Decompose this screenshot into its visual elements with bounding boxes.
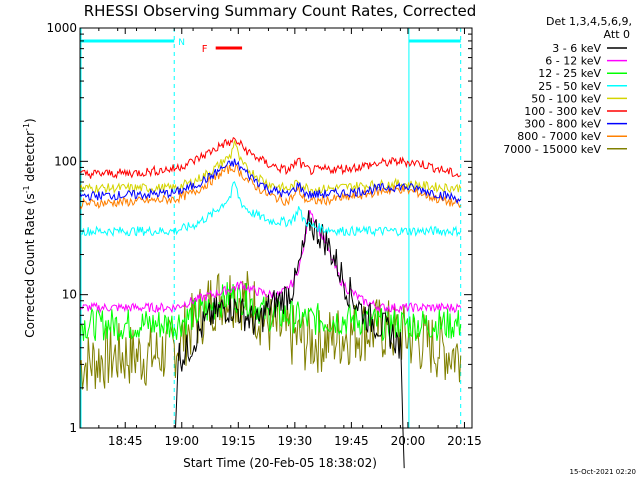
y-axis-label-sup2: -1: [22, 123, 31, 131]
legend-label-3: 25 - 50 keV: [538, 80, 601, 93]
x-tick-label-6: 20:15: [447, 434, 482, 448]
y-tick-label-0: 1: [69, 421, 77, 435]
night-label: N: [178, 38, 185, 48]
flare-marker-group: F: [202, 44, 243, 55]
series-line-1: [79, 210, 462, 314]
legend-label-1: 6 - 12 keV: [545, 55, 601, 68]
y-tick-label-1: 10: [62, 288, 77, 302]
x-tick-label-3: 19:30: [278, 434, 313, 448]
flare-label: F: [202, 44, 208, 55]
series-line-8: [79, 271, 462, 391]
night-shading-group: N: [80, 28, 462, 428]
timestamp: 15-Oct-2021 02:20: [570, 468, 636, 476]
legend-label-2: 12 - 25 keV: [538, 67, 601, 80]
y-axis-label-mid: detector: [23, 131, 37, 186]
y-axis-label-sup1: -1: [22, 185, 31, 193]
y-axis-label: Corrected Count Rate (s-1 detector-1): [22, 118, 37, 337]
y-tick-label-3: 1000: [46, 21, 77, 35]
x-tick-label-4: 19:45: [334, 434, 369, 448]
legend-header-line2: Att 0: [604, 28, 630, 41]
x-tick-label-5: 20:00: [391, 434, 426, 448]
x-tick-label-0: 18:45: [108, 434, 143, 448]
x-tick-label-1: 19:00: [164, 434, 199, 448]
y-axis: 1 10 100 1000: [46, 21, 472, 435]
series-group: [79, 136, 462, 469]
series-line-6: [79, 158, 462, 205]
legend-label-8: 7000 - 15000 keV: [503, 143, 601, 156]
x-axis: 18:45 19:00 19:15 19:30 19:45 20:00 20:15: [98, 28, 482, 448]
series-line-5: [80, 136, 461, 180]
legend-label-7: 800 - 7000 keV: [517, 130, 601, 143]
plot-frame: [79, 27, 473, 429]
legend-label-4: 50 - 100 keV: [531, 92, 601, 105]
series-line-7: [79, 163, 462, 210]
series-line-4: [79, 140, 462, 195]
chart-title: RHESSI Observing Summary Count Rates, Co…: [84, 2, 477, 20]
series-line-3: [79, 181, 462, 238]
legend-label-5: 100 - 300 keV: [524, 105, 601, 118]
x-axis-label: Start Time (20-Feb-05 18:38:02): [183, 456, 377, 470]
y-axis-label-main: Corrected Count Rate (s: [23, 193, 37, 337]
x-tick-label-2: 19:15: [221, 434, 256, 448]
series-line-2: [79, 282, 462, 341]
legend-label-6: 300 - 800 keV: [524, 118, 601, 131]
y-axis-label-end: ): [23, 118, 37, 123]
series-line-0: [174, 210, 405, 469]
legend-header-line1: Det 1,3,4,5,6,9,: [546, 15, 632, 28]
legend-label-0: 3 - 6 keV: [552, 42, 601, 55]
y-tick-label-2: 100: [54, 154, 77, 168]
